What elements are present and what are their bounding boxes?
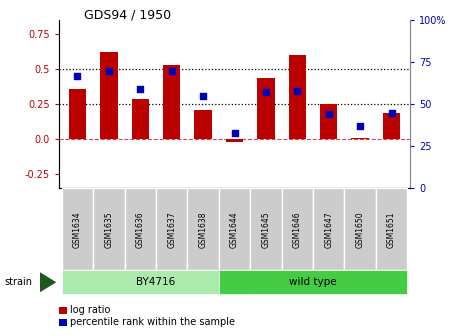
FancyBboxPatch shape xyxy=(344,188,376,270)
Bar xyxy=(69,89,86,139)
Text: BY4716: BY4716 xyxy=(136,277,175,287)
FancyBboxPatch shape xyxy=(93,188,125,270)
Point xyxy=(105,68,113,73)
Point xyxy=(262,90,270,95)
FancyBboxPatch shape xyxy=(313,188,344,270)
Text: GSM1650: GSM1650 xyxy=(356,211,364,248)
Point xyxy=(294,88,301,93)
Bar xyxy=(132,98,149,139)
Text: GSM1635: GSM1635 xyxy=(105,211,113,248)
Text: percentile rank within the sample: percentile rank within the sample xyxy=(70,317,235,327)
Point xyxy=(231,130,238,135)
FancyBboxPatch shape xyxy=(62,188,93,270)
Bar xyxy=(226,139,243,142)
Text: GSM1646: GSM1646 xyxy=(293,211,302,248)
Text: GSM1637: GSM1637 xyxy=(167,211,176,248)
Bar xyxy=(163,65,180,139)
Point xyxy=(199,93,207,98)
FancyBboxPatch shape xyxy=(281,188,313,270)
FancyBboxPatch shape xyxy=(376,188,407,270)
Point xyxy=(168,68,175,73)
Point xyxy=(74,73,81,78)
Bar xyxy=(320,104,337,139)
Text: strain: strain xyxy=(5,277,33,287)
Point xyxy=(325,112,333,117)
Text: GDS94 / 1950: GDS94 / 1950 xyxy=(84,8,172,22)
Bar xyxy=(195,110,212,139)
Bar xyxy=(100,52,118,139)
Text: GSM1638: GSM1638 xyxy=(198,211,208,248)
Polygon shape xyxy=(40,272,56,292)
FancyBboxPatch shape xyxy=(219,188,250,270)
FancyBboxPatch shape xyxy=(250,188,281,270)
Bar xyxy=(257,78,274,139)
Point xyxy=(356,123,364,129)
Text: wild type: wild type xyxy=(289,277,337,287)
Bar xyxy=(351,138,369,139)
Bar xyxy=(383,113,400,139)
Bar xyxy=(289,55,306,139)
Text: log ratio: log ratio xyxy=(70,305,111,316)
FancyBboxPatch shape xyxy=(156,188,188,270)
FancyBboxPatch shape xyxy=(219,270,407,294)
FancyBboxPatch shape xyxy=(125,188,156,270)
Text: GSM1644: GSM1644 xyxy=(230,211,239,248)
Text: GSM1636: GSM1636 xyxy=(136,211,145,248)
Point xyxy=(388,110,395,115)
Text: GSM1634: GSM1634 xyxy=(73,211,82,248)
Text: GSM1651: GSM1651 xyxy=(387,211,396,248)
FancyBboxPatch shape xyxy=(62,270,250,294)
Point xyxy=(136,86,144,92)
Text: GSM1645: GSM1645 xyxy=(261,211,271,248)
Text: GSM1647: GSM1647 xyxy=(324,211,333,248)
FancyBboxPatch shape xyxy=(188,188,219,270)
